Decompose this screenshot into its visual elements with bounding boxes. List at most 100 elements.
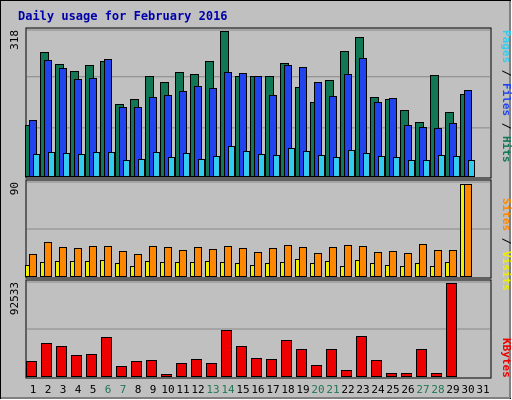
x-tick-label: 22 <box>341 383 354 396</box>
sites-bar <box>239 248 247 277</box>
sites-bar <box>314 253 322 277</box>
kbytes-bar <box>86 354 97 377</box>
kbytes-legend: KBytes <box>500 338 512 378</box>
pages-bar <box>438 155 445 177</box>
sites-bar <box>29 254 37 277</box>
visits-max-label: 90 <box>8 182 21 195</box>
x-tick-label: 23 <box>356 383 369 396</box>
x-tick-label: 5 <box>90 383 97 396</box>
kbytes-bar <box>206 363 217 377</box>
x-tick-label: 11 <box>176 383 189 396</box>
sites-bar <box>419 244 427 277</box>
pages-bar <box>273 155 280 177</box>
sites-bar <box>149 246 157 277</box>
pages-bar <box>318 155 325 177</box>
legend-sep: / <box>500 116 512 136</box>
x-tick-label: 10 <box>161 383 174 396</box>
kbytes-bar <box>236 346 247 377</box>
x-tick-label: 18 <box>281 383 294 396</box>
x-tick-label: 16 <box>251 383 264 396</box>
sites-bar <box>119 251 127 277</box>
pages-bar <box>33 154 40 177</box>
sites-bar <box>449 250 457 277</box>
x-tick-label: 1 <box>30 383 37 396</box>
x-tick-label: 21 <box>326 383 339 396</box>
kbytes-bar <box>131 361 142 377</box>
x-tick-label: 26 <box>401 383 414 396</box>
pages-bar <box>468 160 475 177</box>
sites-bar <box>59 247 67 277</box>
sites-bar <box>254 252 262 277</box>
x-tick-label: 6 <box>105 383 112 396</box>
pages-bar <box>333 157 340 177</box>
pages-bar <box>423 160 430 177</box>
pages-bar <box>153 152 160 177</box>
sites-bar <box>434 250 442 277</box>
x-axis-labels: 1 2 3 4 5 6 7 8 9 10 11 12 13 14 15 16 17 18 19 20 21 22 23 24 2… <box>30 383 490 396</box>
sites-bar <box>134 254 142 277</box>
legend-files: Files <box>500 83 512 116</box>
legend-pages: Pages <box>500 30 512 63</box>
x-tick-label: 28 <box>431 383 444 396</box>
kbytes-bar <box>26 361 37 377</box>
kbytes-bar <box>446 283 457 377</box>
x-tick-label: 27 <box>416 383 429 396</box>
kbytes-bar <box>116 366 127 377</box>
pages-bar <box>93 152 100 177</box>
kbytes-bar <box>191 359 202 377</box>
pages-bar <box>213 156 220 177</box>
sites-bar <box>194 247 202 277</box>
pages-bar <box>198 159 205 177</box>
kbytes-bar <box>326 349 337 377</box>
chart-title: Daily usage for February 2016 <box>18 9 228 23</box>
kbytes-bar <box>221 330 232 377</box>
sites-bar <box>389 251 397 277</box>
pages-bar <box>78 154 85 177</box>
pages-bar <box>48 152 55 177</box>
kbytes-bar <box>371 360 382 377</box>
sites-bar <box>344 245 352 277</box>
pages-bar <box>348 150 355 177</box>
pages-bar <box>168 157 175 177</box>
bars-layer <box>25 31 475 377</box>
pages-bar <box>378 156 385 177</box>
legend-hits: Hits <box>500 136 512 163</box>
x-tick-label: 20 <box>311 383 324 396</box>
sites-bar <box>164 247 172 277</box>
legend-sep: / <box>500 231 512 251</box>
x-tick-label: 17 <box>266 383 279 396</box>
kbytes-bar <box>311 365 322 377</box>
kbytes-bar <box>431 373 442 377</box>
kbytes-bar <box>296 349 307 377</box>
x-tick-label: 2 <box>45 383 52 396</box>
sites-bar <box>104 246 112 277</box>
kbytes-bar <box>356 336 367 377</box>
kbytes-bar <box>386 373 397 377</box>
x-tick-label: 24 <box>371 383 385 396</box>
sites-bar <box>89 246 97 277</box>
kbytes-bar <box>251 358 262 377</box>
x-tick-label: 25 <box>386 383 399 396</box>
hits-max-label: 318 <box>8 30 21 50</box>
legend-kbytes: KBytes <box>500 338 512 378</box>
kbytes-bar <box>41 343 52 377</box>
pages-bar <box>228 146 235 177</box>
hits-legend: Pages / Files / Hits <box>500 30 512 163</box>
x-tick-label: 7 <box>120 383 127 396</box>
sites-bar <box>359 246 367 277</box>
kbytes-bar <box>416 349 427 377</box>
x-tick-label: 3 <box>60 383 67 396</box>
sites-bar <box>179 250 187 277</box>
sites-bar <box>299 247 307 277</box>
kbytes-bar <box>341 370 352 377</box>
x-tick-label: 19 <box>296 383 309 396</box>
sites-bar <box>329 247 337 277</box>
x-tick-label: 9 <box>150 383 157 396</box>
x-tick-label: 8 <box>135 383 142 396</box>
legend-sep: / <box>500 63 512 83</box>
kbytes-bar <box>281 340 292 377</box>
x-tick-label: 15 <box>236 383 249 396</box>
x-tick-label: 4 <box>75 383 82 396</box>
kbytes-bar <box>161 374 172 377</box>
pages-bar <box>363 153 370 177</box>
